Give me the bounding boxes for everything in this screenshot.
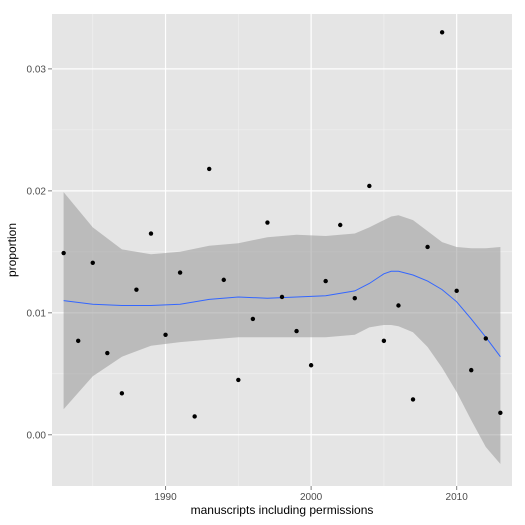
data-point-28	[469, 367, 474, 373]
y-axis-ticks: 0.00 0.01 0.02 0.03	[27, 64, 52, 441]
x-tick-label: 1990	[154, 492, 177, 503]
data-point-14	[265, 220, 270, 225]
data-point-15	[279, 294, 285, 300]
y-tick-label: 0.01	[27, 308, 47, 319]
y-tick-label: 0.03	[27, 64, 47, 75]
y-axis-title: proportion	[5, 223, 19, 277]
data-point-23	[396, 303, 401, 308]
data-point-18	[323, 278, 328, 284]
smooth-trend-line	[63, 270, 501, 357]
data-point-7	[163, 332, 168, 337]
data-point-22	[381, 338, 387, 344]
data-point-0	[61, 250, 66, 256]
data-point-1	[76, 338, 81, 344]
x-axis-title: manuscripts including permissions	[191, 503, 374, 517]
data-point-30	[498, 410, 503, 416]
y-tick-label: 0.00	[27, 430, 47, 441]
data-point-3	[105, 350, 110, 356]
data-point-20	[352, 295, 357, 301]
data-point-10	[207, 166, 212, 172]
data-point-9	[192, 414, 197, 419]
data-point-21	[367, 183, 372, 189]
x-tick-label: 2000	[300, 492, 323, 503]
data-point-27	[454, 288, 459, 294]
data-point-4	[119, 391, 125, 396]
data-point-2	[90, 260, 95, 266]
data-point-26	[439, 30, 445, 35]
data-point-11	[221, 277, 226, 283]
data-point-5	[134, 287, 139, 292]
data-point-29	[483, 336, 488, 341]
data-point-6	[148, 231, 154, 236]
data-point-17	[308, 363, 314, 368]
data-points	[61, 30, 503, 419]
x-tick-label: 2010	[446, 492, 469, 503]
data-point-13	[250, 316, 256, 322]
data-point-25	[425, 244, 430, 250]
data-point-8	[177, 270, 183, 275]
x-axis-ticks: 1990 2000 2010	[154, 486, 468, 503]
data-point-16	[294, 328, 299, 334]
confidence-band	[63, 192, 501, 464]
data-point-12	[236, 377, 241, 383]
data-point-19	[338, 222, 343, 228]
data-point-24	[410, 397, 416, 402]
y-tick-label: 0.02	[27, 186, 47, 197]
